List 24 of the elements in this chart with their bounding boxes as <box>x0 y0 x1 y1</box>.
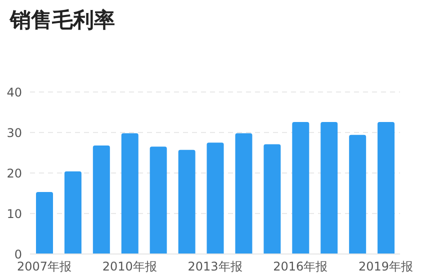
y-tick-label: 0 <box>14 247 22 262</box>
bar <box>206 142 224 254</box>
bar <box>378 122 395 254</box>
y-tick-label: 30 <box>6 126 22 140</box>
x-tick-label: 2007年报 <box>16 260 72 274</box>
bar <box>349 134 366 254</box>
chart-title: 销售毛利率 <box>10 7 115 34</box>
x-tick-label: 2010年报 <box>102 260 157 274</box>
y-tick-label: 40 <box>6 85 22 100</box>
x-tick-label: 2016年报 <box>273 260 328 274</box>
bar <box>178 150 196 254</box>
x-tick-label: 2019年报 <box>358 260 414 274</box>
x-tick-label: 2013年报 <box>188 260 242 274</box>
bar <box>64 171 82 254</box>
y-tick-label: 20 <box>6 166 22 180</box>
bar <box>150 146 167 254</box>
y-tick-label: 10 <box>6 206 22 221</box>
bar <box>121 133 138 254</box>
bar <box>320 122 338 254</box>
bar <box>235 133 252 254</box>
bar <box>36 192 53 254</box>
bar <box>92 145 110 254</box>
bar <box>292 122 310 254</box>
bar <box>264 144 281 254</box>
